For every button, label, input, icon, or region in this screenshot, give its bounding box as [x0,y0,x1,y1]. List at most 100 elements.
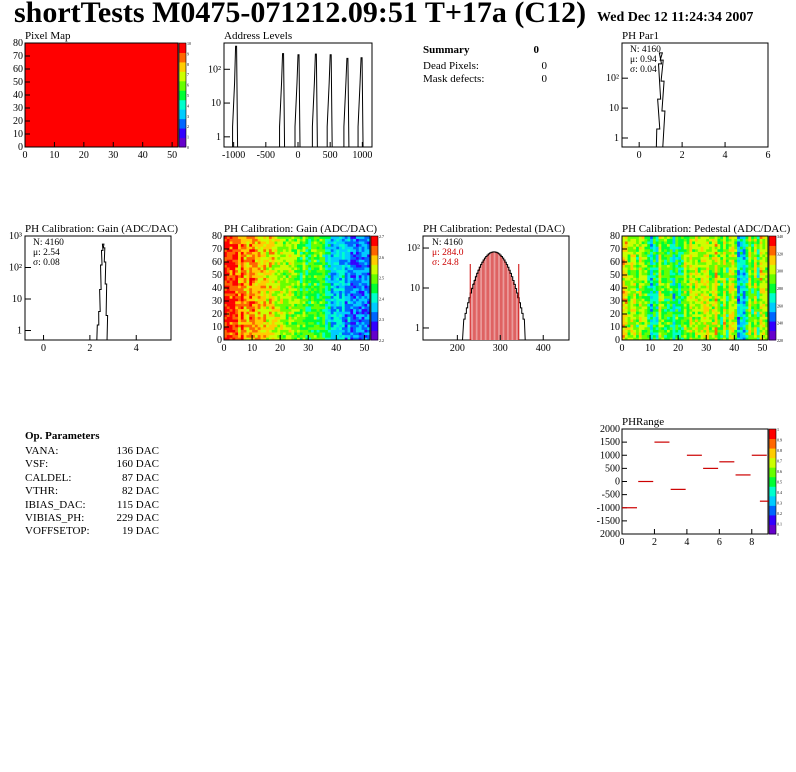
pedestal-map-cell [717,238,721,242]
gain-map-cell [353,308,357,312]
gain-map-cell [339,316,343,320]
gain-map-cell [358,262,362,265]
pedestal-map-cell [697,262,701,265]
pedestal-map-cell [655,236,659,239]
gain-map-cell [266,316,270,320]
pedestal-map-cell [650,277,654,281]
gain-map-cell [252,316,256,320]
gain-map-cell [313,327,317,330]
gain-map-cell [367,329,371,333]
pedestal-map-cell [661,337,665,341]
pedestal-map-cell [689,238,693,242]
gain-map-cell [249,254,253,258]
gain-map-cell [308,327,312,330]
pedestal-map-cell [731,334,735,338]
gain-map-cell [325,290,329,294]
pedestal-map-cell [756,303,760,307]
gain-map-cell [308,311,312,315]
gain-map-cell [285,241,289,245]
pedestal-map-cell [703,327,707,330]
pedestal-map-cell [669,337,673,341]
pedestal-map-cell [714,275,718,278]
gain-map-cell [297,277,301,281]
gain-map-cell [336,269,340,273]
pedestal-map-cell [734,282,738,286]
pedestal-map-cell [753,293,758,297]
gain-map-cell [347,249,351,252]
gain-map-cell [316,303,320,307]
gain-map-cell [263,256,267,260]
gain-map-cell [350,267,354,271]
gain-map-cell [226,293,230,297]
gain-map-cell [235,290,239,294]
pedestal-map-cell [689,275,693,278]
pedestal-map-cell [695,238,699,242]
pedestal-map-cell [737,332,741,336]
pedestal-map-cell [627,293,631,297]
gain-map-cell [297,246,301,250]
pedestal-map-cell [728,251,732,255]
gain-map-cell [274,319,278,323]
gain-map-cell [288,308,292,312]
pedestal-map-cell [630,321,634,325]
gain-map-cell [285,275,289,278]
pedestal-map-cell [622,319,626,323]
pedestal-map-cell [745,293,749,297]
gain-map-cell [308,293,312,297]
pedestal-map-cell [709,308,713,312]
gain-map-cell [240,329,244,333]
gain-map-cell [229,337,233,341]
pedestal-map-cell [672,277,676,281]
gain-map-cell [313,238,317,242]
pedestal-map-cell [680,277,685,281]
pedestal-map-cell [695,332,699,336]
op-param-label: VSF: [25,458,49,471]
gain-map-cell [325,288,329,291]
gain-map-cell [280,298,284,302]
pedestal-map-cell [630,277,634,281]
pedestal-map-cell [652,246,656,250]
pedestal-map-cell [650,249,654,252]
pedestal-map-cell [630,329,634,333]
gain-map-cell [277,301,281,304]
gain-map-cell [257,295,261,299]
gain-map-cell [367,288,371,291]
pedestal-map-cell [751,243,755,247]
z-tick-label: 3 [187,114,189,119]
pedestal-map-cell [723,308,727,312]
pedestal-map-cell [683,256,687,260]
pedestal-map-cell [652,249,656,252]
gain-map-cell [257,236,261,239]
pedestal-map-cell [664,238,668,242]
pedestal-map-cell [630,241,634,245]
pedestal-map-cell [658,267,662,271]
y-tick-label: 40 [610,283,620,294]
gain-map-cell [266,303,270,307]
gain-map-cell [285,262,289,265]
gain-map-cell [322,288,326,291]
gain-map-cell [252,329,256,333]
pedestal-map-cell [650,324,654,328]
pedestal-map-cell [714,249,718,252]
gain-map-cell [246,264,250,268]
gain-map-cell [367,277,371,281]
gain-map-cell [226,308,230,312]
pedestal-map-cell [739,301,744,304]
pedestal-map-cell [697,319,701,323]
gain-map-cell [308,241,312,245]
gain-map-cell [364,329,368,333]
gain-map-cell [311,308,315,312]
gain-map-cell [252,324,256,328]
stats-text: μ: 284.0 [432,248,464,258]
gain-map-cell [336,293,340,297]
pedestal-map-cell [638,319,642,323]
pedestal-map-cell [641,290,645,294]
pedestal-map-cell [748,311,752,315]
gain-map-cell [229,306,233,310]
pedestal-map-cell [725,241,729,245]
pedestal-map-cell [745,332,749,336]
gain-map-cell [297,272,301,276]
pedestal-map-cell [689,306,693,310]
pedestal-map-cell [737,324,741,328]
pedestal-map-cell [686,332,690,336]
